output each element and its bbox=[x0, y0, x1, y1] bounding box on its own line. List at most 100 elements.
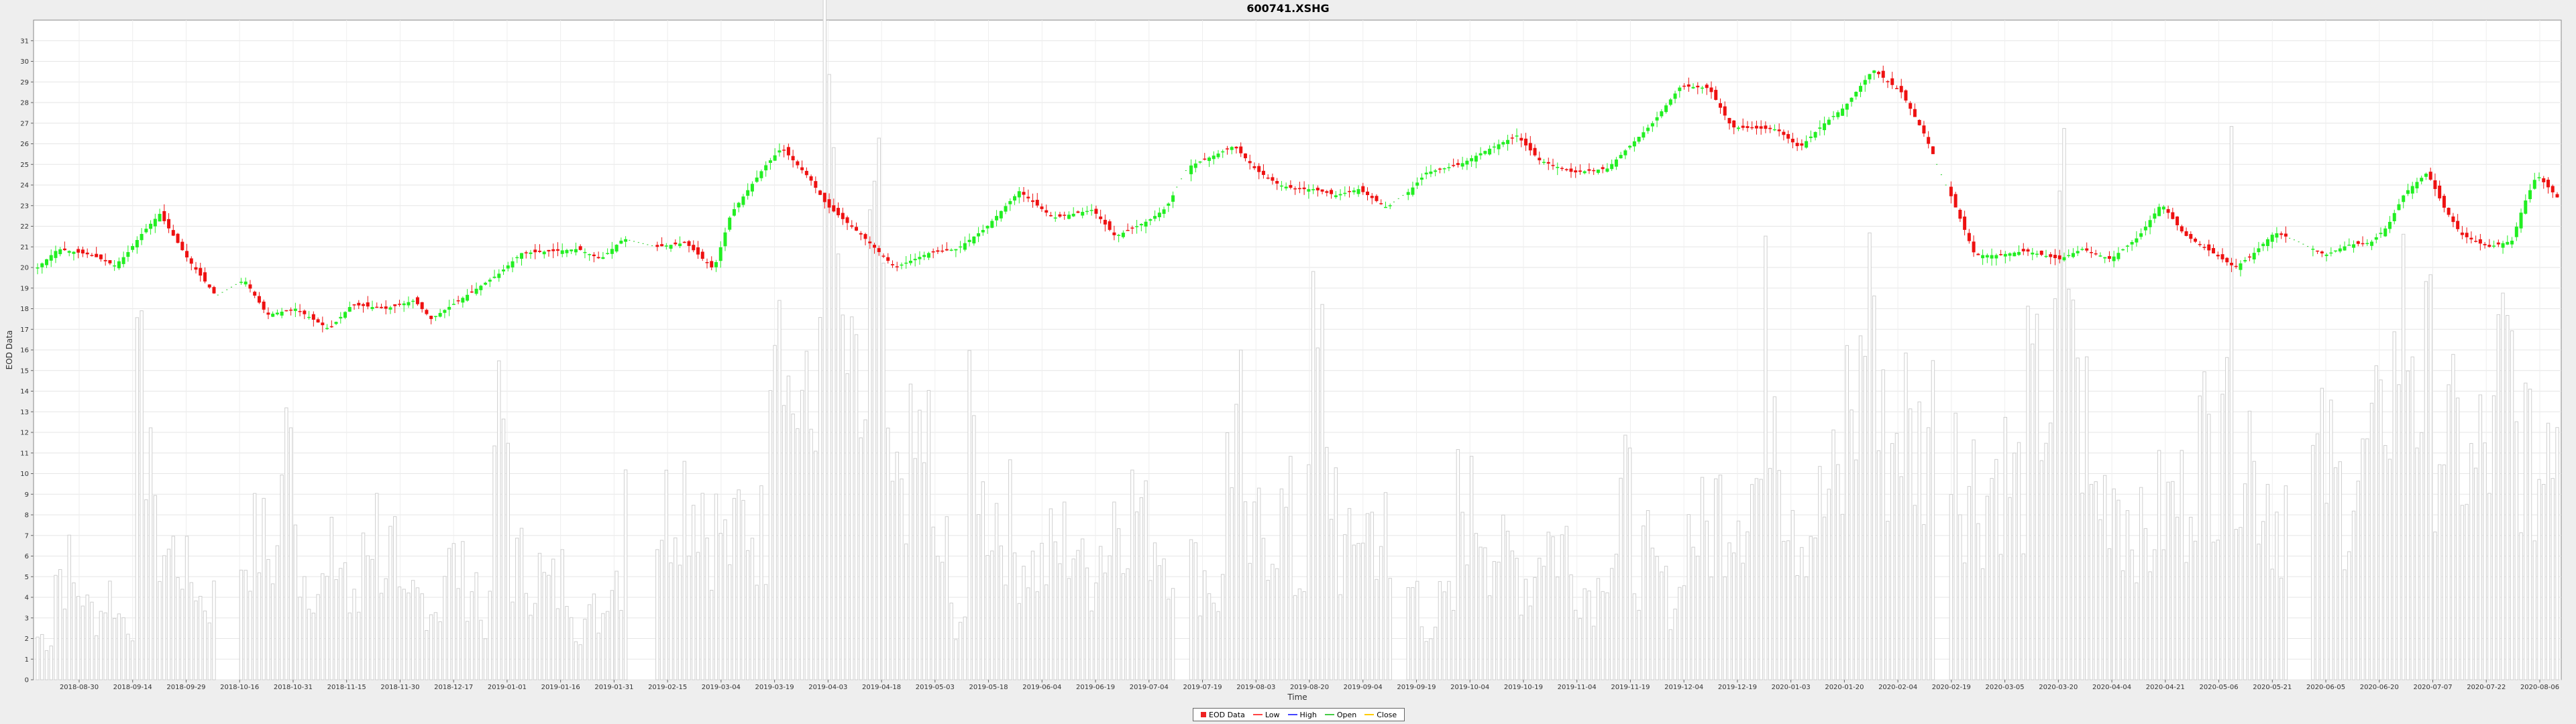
volume-bar bbox=[1872, 295, 1876, 680]
candle-body bbox=[1189, 165, 1193, 174]
volume-bar bbox=[2320, 387, 2324, 680]
candle-body bbox=[1872, 70, 1876, 73]
volume-bar bbox=[877, 137, 881, 680]
x-tick-label: 2020-03-05 bbox=[1986, 684, 2025, 691]
volume-bar bbox=[407, 593, 411, 680]
volume-bar bbox=[352, 589, 356, 680]
volume-bar bbox=[1063, 501, 1067, 680]
candle-body bbox=[1470, 158, 1474, 162]
volume-bar bbox=[1822, 516, 1827, 680]
candle-body bbox=[239, 282, 243, 283]
candle-body bbox=[2329, 252, 2333, 254]
candle-body bbox=[2184, 231, 2188, 236]
volume-bar bbox=[1279, 488, 1284, 680]
candle-body bbox=[1035, 200, 1039, 206]
volume-bar bbox=[1012, 552, 1017, 680]
candle-body bbox=[845, 217, 849, 223]
volume-bar bbox=[49, 646, 53, 680]
candle-body bbox=[995, 216, 999, 221]
volume-bar bbox=[1112, 501, 1116, 680]
volume-bar bbox=[1338, 594, 1342, 680]
volume-bar bbox=[529, 615, 533, 680]
volume-bar bbox=[1157, 565, 1162, 680]
candle-body bbox=[199, 267, 203, 276]
volume-bar bbox=[1433, 626, 1438, 680]
candle-body bbox=[2514, 227, 2518, 237]
candle-body bbox=[289, 309, 293, 311]
volume-bar bbox=[2415, 447, 2419, 680]
x-tick-label: 2020-07-22 bbox=[2467, 684, 2506, 691]
volume-bar bbox=[2506, 314, 2510, 680]
volume-bar bbox=[103, 612, 107, 680]
volume-bar bbox=[2207, 414, 2211, 680]
candle-body bbox=[1144, 221, 1148, 227]
candle-body bbox=[1841, 108, 1845, 116]
y-tick-label: 10 bbox=[20, 471, 29, 478]
volume-bar bbox=[44, 650, 49, 680]
candle-body bbox=[2379, 233, 2383, 235]
volume-bar bbox=[1876, 450, 1881, 680]
candle-body bbox=[1759, 126, 1763, 129]
candle-body bbox=[922, 255, 926, 257]
volume-bar bbox=[967, 350, 971, 680]
candle-body bbox=[1212, 156, 1216, 160]
volume-bar bbox=[266, 559, 270, 680]
candle-body bbox=[2402, 195, 2406, 202]
candle-body bbox=[1456, 163, 1460, 166]
volume-bar bbox=[2387, 459, 2392, 680]
candle-body bbox=[827, 199, 831, 208]
candle-body bbox=[1162, 209, 1166, 215]
candle-body bbox=[1863, 80, 1867, 85]
candle-body bbox=[2542, 178, 2546, 182]
candle-body bbox=[1370, 196, 1374, 198]
candle-body bbox=[755, 177, 759, 182]
candle-body bbox=[687, 241, 691, 246]
volume-bar bbox=[1375, 579, 1379, 680]
candle-body bbox=[1686, 84, 1690, 87]
candle-body bbox=[275, 312, 279, 314]
candle-body bbox=[2234, 265, 2238, 267]
candle-body bbox=[1718, 103, 1722, 108]
volume-bar bbox=[1637, 609, 1641, 680]
volume-bar bbox=[2261, 521, 2265, 680]
volume-bar bbox=[2347, 551, 2351, 680]
volume-bar bbox=[972, 415, 976, 680]
volume-bar bbox=[655, 549, 659, 680]
volume-bar bbox=[1564, 526, 1568, 680]
candle-body bbox=[1696, 85, 1700, 88]
volume-bar bbox=[2031, 343, 2035, 680]
volume-bar bbox=[2420, 432, 2424, 680]
volume-bar bbox=[2153, 549, 2157, 680]
volume-bar bbox=[1650, 548, 1655, 680]
y-tick-label: 16 bbox=[20, 347, 29, 355]
candle-body bbox=[1890, 78, 1894, 85]
candle-body bbox=[1732, 120, 1736, 128]
candle-body bbox=[877, 248, 881, 253]
candle-body bbox=[90, 255, 94, 256]
candle-body bbox=[402, 303, 406, 306]
candle-body bbox=[303, 310, 307, 314]
volume-bar bbox=[2257, 544, 2261, 680]
volume-bar bbox=[768, 390, 773, 680]
volume-bar bbox=[1316, 347, 1320, 680]
volume-bar bbox=[1451, 609, 1456, 680]
candle-body bbox=[1764, 125, 1768, 129]
volume-bar bbox=[2279, 577, 2284, 680]
candle-body bbox=[1650, 123, 1654, 127]
volume-bar bbox=[1764, 235, 1768, 680]
volume-bar bbox=[1067, 578, 1071, 680]
volume-bar bbox=[2343, 569, 2347, 680]
volume-bar bbox=[2044, 442, 2048, 680]
volume-bar bbox=[700, 493, 704, 680]
candle-body bbox=[2460, 232, 2464, 235]
candle-body bbox=[1121, 233, 1125, 237]
volume-bar bbox=[1998, 554, 2003, 680]
volume-bar bbox=[1325, 446, 1329, 680]
candle-body bbox=[1248, 161, 1252, 164]
candle-body bbox=[2343, 246, 2347, 251]
volume-bar bbox=[2483, 442, 2487, 680]
candle-body bbox=[936, 250, 940, 252]
volume-bar bbox=[2333, 467, 2338, 680]
x-tick-label: 2019-11-19 bbox=[1611, 684, 1650, 691]
candle-body bbox=[492, 276, 496, 278]
